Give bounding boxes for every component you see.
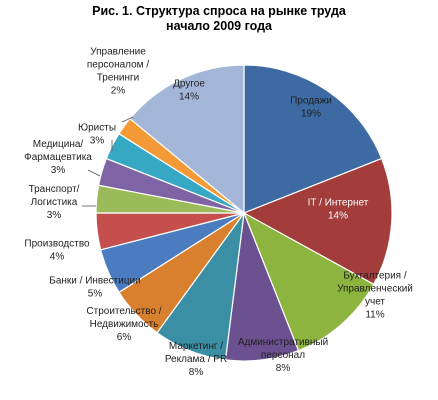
chart-title: Рис. 1. Структура спроса на рынке труда … bbox=[0, 4, 438, 34]
slice-name-line: Транспорт/ bbox=[29, 184, 80, 195]
slice-label-12: Другое 14% bbox=[173, 79, 205, 103]
slice-label-2: Бухгалтерия / Управленческий учет 11% bbox=[337, 271, 413, 321]
slice-value-label: 2% bbox=[111, 86, 126, 97]
slice-label-11: Управление персоналом / Тренинги 2% bbox=[87, 47, 149, 97]
chart-title-line-2: начало 2009 года bbox=[166, 19, 272, 33]
slice-name-line: Юристы bbox=[78, 123, 116, 134]
slice-name-line: Тренинги bbox=[97, 73, 140, 84]
slice-value-label: 8% bbox=[276, 363, 291, 374]
slice-label-7: Производство 4% bbox=[24, 239, 90, 263]
leader-line-11 bbox=[121, 116, 134, 123]
slice-value-label: 6% bbox=[117, 332, 132, 343]
slice-label-1: IT / Интернет 14% bbox=[308, 198, 369, 222]
slice-name-line: IT / Интернет bbox=[308, 198, 369, 209]
pie-slice-2 bbox=[242, 211, 375, 352]
slice-value-label: 11% bbox=[365, 310, 384, 321]
slice-value-label: 14% bbox=[328, 211, 348, 222]
slice-name-line: Управление bbox=[90, 47, 146, 58]
slice-label-3: Административный персонал 8% bbox=[238, 337, 328, 374]
chart-title-line-1: Рис. 1. Структура спроса на рынке труда bbox=[92, 4, 346, 18]
slice-label-0: Продажи 19% bbox=[290, 96, 332, 120]
slice-name-line: учет bbox=[365, 297, 385, 308]
leader-lines-layer bbox=[82, 116, 134, 207]
slice-name-line: Логистика bbox=[31, 197, 78, 208]
slice-label-9: Медицина/Фармацевтика 3% bbox=[24, 139, 92, 176]
slice-value-label: 3% bbox=[90, 136, 105, 147]
slice-label-10: Юристы 3% bbox=[78, 123, 116, 147]
slice-name-line: Фармацевтика bbox=[24, 152, 92, 163]
slice-label-5: Строительство / Недвижимость 6% bbox=[86, 306, 161, 343]
slice-value-label: 4% bbox=[50, 252, 65, 263]
slice-name-line: Административный bbox=[238, 337, 328, 348]
slice-name-line: Маркетинг / bbox=[169, 341, 223, 352]
slice-name-line: Недвижимость bbox=[90, 319, 159, 330]
slice-name-line: Продажи bbox=[290, 96, 332, 107]
slice-name-line: Управленческий bbox=[337, 284, 413, 295]
slice-name-line: Медицина/ bbox=[33, 139, 84, 150]
slice-value-label: 3% bbox=[47, 210, 62, 221]
slice-label-8: Транспорт/Логистика 3% bbox=[29, 184, 80, 221]
slice-label-4: Маркетинг / Реклама / PR 8% bbox=[165, 341, 227, 378]
slice-name-line: персонал bbox=[261, 350, 305, 361]
pie-slice-0 bbox=[243, 64, 383, 214]
slice-value-label: 14% bbox=[179, 92, 199, 103]
pie-slice-1 bbox=[242, 157, 393, 286]
slice-name-line: Банки / Инвестиции bbox=[49, 276, 140, 287]
slice-name-line: персоналом / bbox=[87, 60, 149, 71]
slice-name-line: Бухгалтерия / bbox=[343, 271, 407, 282]
slice-value-label: 19% bbox=[301, 109, 321, 120]
slice-value-label: 5% bbox=[88, 289, 103, 300]
slices-layer bbox=[95, 64, 393, 362]
slice-name-line: Производство bbox=[24, 239, 90, 250]
slice-value-label: 3% bbox=[51, 165, 66, 176]
pie-slice-12 bbox=[129, 64, 245, 215]
slice-value-label: 8% bbox=[189, 367, 204, 378]
slice-name-line: Другое bbox=[173, 79, 205, 90]
slice-label-6: Банки / Инвестиции 5% bbox=[49, 276, 140, 300]
leader-line-9 bbox=[87, 169, 101, 177]
labels-layer: Продажи 19% IT / Интернет 14% Бухгалтерия / У… bbox=[24, 47, 413, 379]
slice-name-line: Реклама / PR bbox=[165, 354, 227, 365]
slice-name-line: Строительство / bbox=[86, 306, 161, 317]
